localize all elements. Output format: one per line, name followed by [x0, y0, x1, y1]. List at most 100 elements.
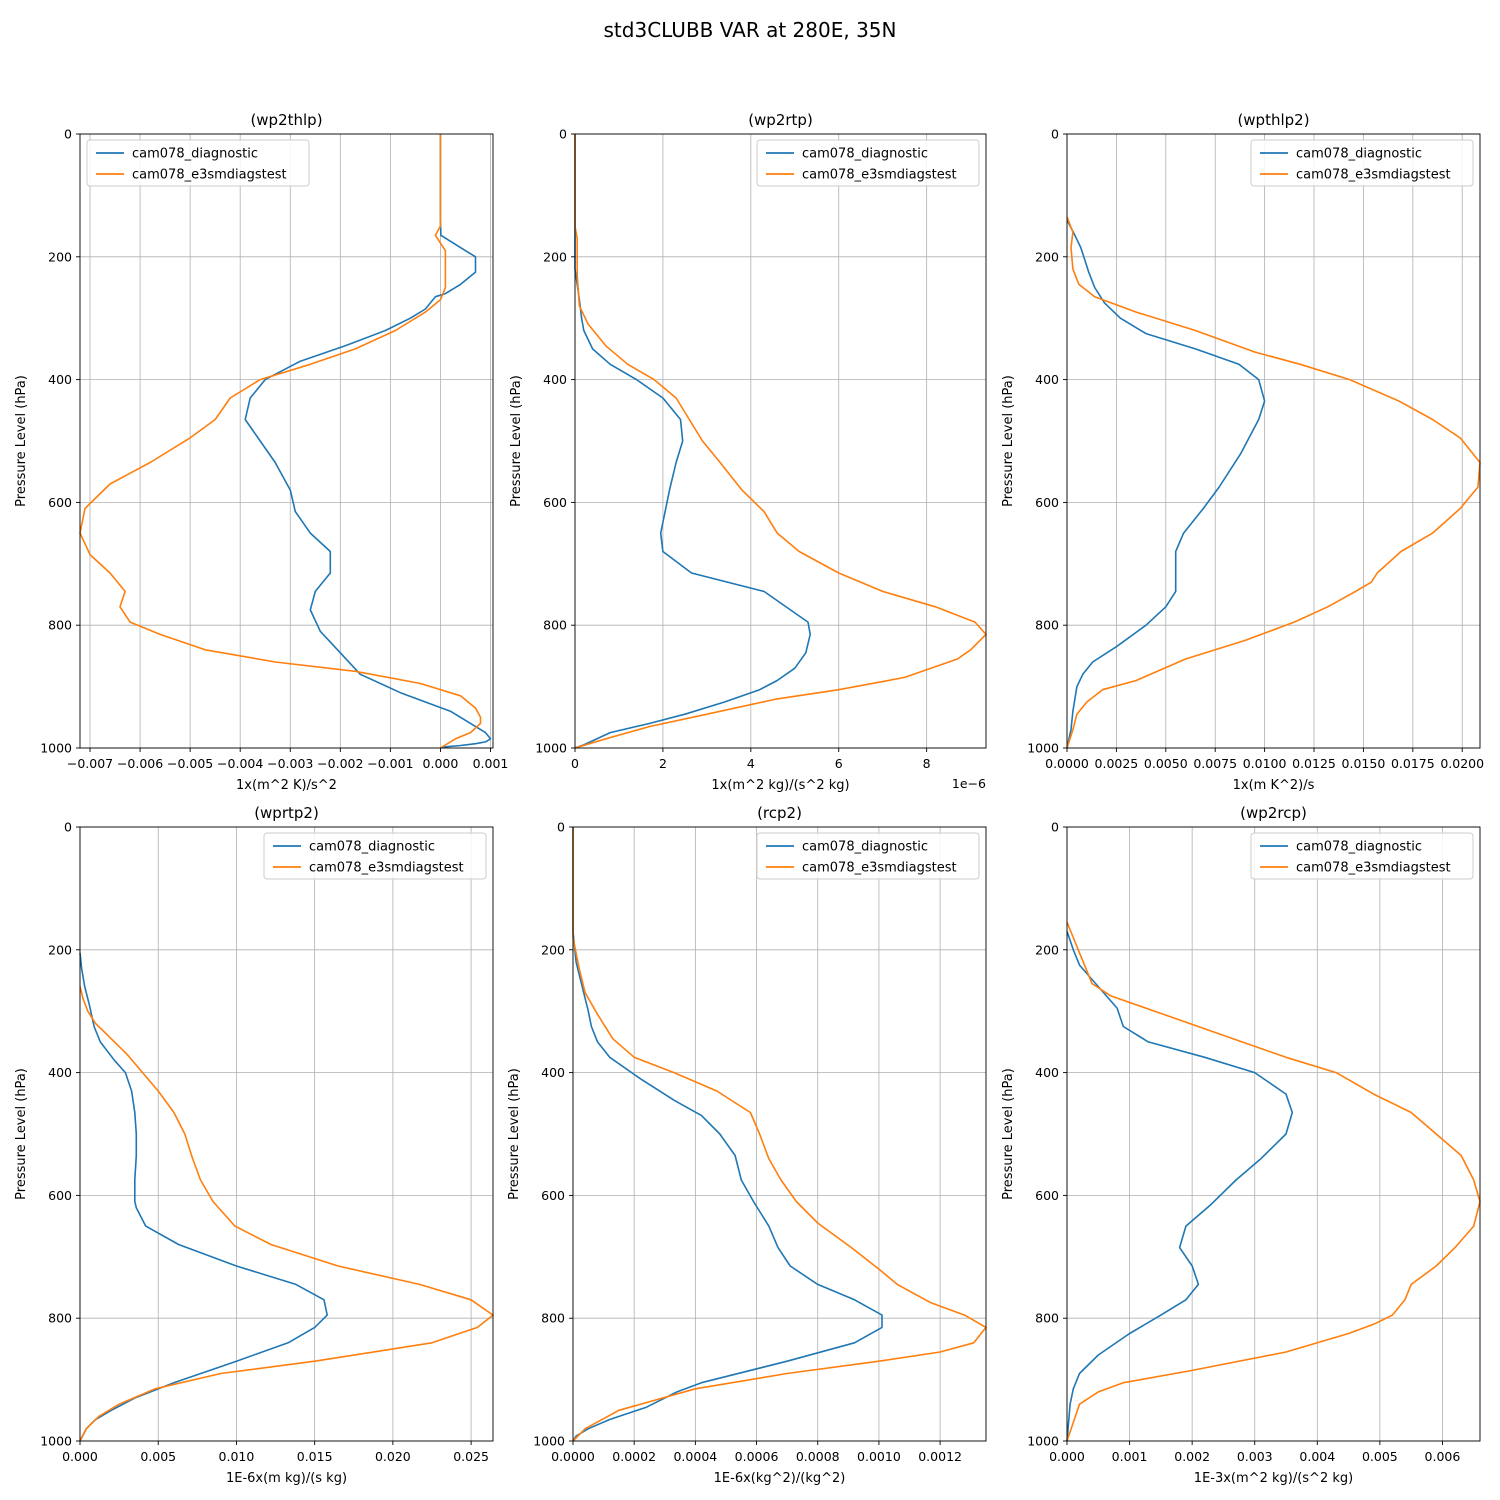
x-tick-label: 0.0012 — [918, 1449, 962, 1464]
x-tick-label: 6 — [835, 756, 843, 771]
x-tick-label: 0.000 — [1049, 1449, 1085, 1464]
subplot-wp2rcp: 0.000 0.001 0.002 0.003 0.004 0.005 0.006 0 200 4… — [1001, 804, 1481, 1486]
legend: cam078_diagnostic cam078_e3smdiagstest — [86, 139, 310, 187]
x-tick-label: 0.005 — [140, 1449, 176, 1464]
y-tick-label: 200 — [48, 942, 72, 957]
axes-frame — [1066, 133, 1481, 749]
legend-box — [756, 139, 980, 187]
y-tick-label: 800 — [48, 618, 72, 633]
x-tick-label: 8 — [923, 756, 931, 771]
y-tick-label: 800 — [541, 1311, 565, 1326]
x-tick-label: 0.005 — [1362, 1449, 1398, 1464]
subplot-title: (wprtp2) — [254, 804, 319, 822]
x-tick-label: 0.001 — [473, 756, 509, 771]
y-tick-label: 200 — [541, 942, 565, 957]
axes-frame — [1066, 826, 1481, 1442]
y-tick-label: 1000 — [535, 741, 567, 756]
x-tick-label: 0.004 — [1299, 1449, 1335, 1464]
y-tick-label: 0 — [64, 127, 72, 142]
legend-label: cam078_diagnostic — [309, 840, 435, 855]
x-tick-label: 0.025 — [453, 1449, 489, 1464]
y-tick-label: 1000 — [1027, 741, 1059, 756]
subplot-title: (wpthlp2) — [1237, 111, 1309, 129]
y-tick-label: 1000 — [40, 741, 72, 756]
y-tick-label: 400 — [48, 372, 72, 387]
x-axis-label: 1x(m K^2)/s — [1233, 778, 1315, 793]
legend: cam078_diagnostic cam078_e3smdiagstest — [263, 832, 487, 880]
subplot-wp2thlp: −0.007 −0.006 −0.005 −0.004 −0.003 −0.002 −0.0… — [14, 111, 508, 793]
subplot-grid: −0.007 −0.006 −0.005 −0.004 −0.003 −0.002 −0.0… — [14, 111, 1484, 1486]
series-line-cam078_e3smdiagstest — [79, 134, 482, 749]
y-tick-label: 0 — [64, 820, 72, 835]
subplot-wprtp2: 0.000 0.005 0.010 0.015 0.020 0.025 0 200 400 600… — [14, 804, 494, 1486]
x-tick-label: −0.005 — [167, 756, 213, 771]
x-tick-label: 0.006 — [1425, 1449, 1461, 1464]
x-tick-label: 0.0100 — [1243, 756, 1287, 771]
x-tick-label: 4 — [747, 756, 755, 771]
y-tick-label: 600 — [1035, 1188, 1059, 1203]
legend-box — [263, 832, 487, 880]
axes-frame — [79, 826, 494, 1442]
y-tick-label: 1000 — [533, 1434, 565, 1449]
x-offset-text: 1e−6 — [952, 776, 986, 791]
legend-box — [756, 832, 980, 880]
y-tick-label: 600 — [48, 1188, 72, 1203]
legend-label: cam078_diagnostic — [1296, 147, 1422, 162]
y-tick-label: 400 — [48, 1065, 72, 1080]
x-tick-label: −0.002 — [317, 756, 363, 771]
y-tick-label: 600 — [543, 495, 567, 510]
legend-label: cam078_diagnostic — [1296, 840, 1422, 855]
y-tick-label: 800 — [48, 1311, 72, 1326]
x-tick-label: 0.0050 — [1144, 756, 1188, 771]
subplot-title: (wp2rtp) — [748, 111, 813, 129]
x-tick-label: 0.003 — [1237, 1449, 1273, 1464]
x-tick-label: 0.0010 — [857, 1449, 901, 1464]
x-tick-label: 0.0006 — [735, 1449, 779, 1464]
y-tick-label: 0 — [1051, 127, 1059, 142]
x-tick-label: −0.001 — [367, 756, 413, 771]
subplot-title: (wp2thlp) — [250, 111, 322, 129]
legend-label: cam078_diagnostic — [802, 147, 928, 162]
x-tick-label: 0.0175 — [1391, 756, 1435, 771]
y-tick-label: 1000 — [40, 1434, 72, 1449]
y-axis-label: Pressure Level (hPa) — [507, 1068, 522, 1200]
y-tick-label: 600 — [541, 1188, 565, 1203]
x-axis-label: 1E-6x(m kg)/(s kg) — [226, 1471, 347, 1486]
x-tick-label: 0.0000 — [551, 1449, 595, 1464]
x-tick-label: 0.0125 — [1292, 756, 1336, 771]
x-tick-label: 0.000 — [62, 1449, 98, 1464]
y-tick-label: 800 — [1035, 618, 1059, 633]
subplot-wp2rtp: 0 2 4 6 8 0 200 400 600 800 1000 (wp2rtp) 1x(m^2 kg)… — [509, 111, 987, 793]
legend-label: cam078_e3smdiagstest — [802, 168, 957, 183]
y-tick-label: 200 — [1035, 249, 1059, 264]
subplot-title: (rcp2) — [757, 804, 802, 822]
legend: cam078_diagnostic cam078_e3smdiagstest — [756, 139, 980, 187]
y-tick-label: 200 — [48, 249, 72, 264]
y-tick-label: 0 — [557, 820, 565, 835]
x-tick-label: 0.010 — [219, 1449, 255, 1464]
y-tick-label: 400 — [1035, 1065, 1059, 1080]
x-tick-label: 0.0025 — [1095, 756, 1139, 771]
y-tick-label: 800 — [1035, 1311, 1059, 1326]
x-tick-label: 0.0002 — [612, 1449, 656, 1464]
x-tick-label: −0.007 — [67, 756, 113, 771]
legend-box — [86, 139, 310, 187]
legend-label: cam078_e3smdiagstest — [132, 168, 287, 183]
legend-label: cam078_diagnostic — [802, 840, 928, 855]
x-tick-label: 0.0200 — [1440, 756, 1484, 771]
x-tick-label: −0.006 — [117, 756, 163, 771]
series-line-cam078_diagnostic — [1066, 219, 1266, 749]
x-tick-label: 0.002 — [1174, 1449, 1210, 1464]
y-axis-label: Pressure Level (hPa) — [1001, 375, 1016, 507]
series-line-cam078_e3smdiagstest — [79, 986, 494, 1442]
legend-box — [1250, 139, 1474, 187]
series-line-cam078_diagnostic — [1066, 931, 1294, 1442]
x-axis-label: 1E-6x(kg^2)/(kg^2) — [714, 1471, 846, 1486]
series-line-cam078_e3smdiagstest — [572, 827, 987, 1442]
y-tick-label: 1000 — [1027, 1434, 1059, 1449]
x-tick-label: 0.020 — [375, 1449, 411, 1464]
axes-frame — [79, 133, 494, 749]
x-tick-label: 0 — [571, 756, 579, 771]
